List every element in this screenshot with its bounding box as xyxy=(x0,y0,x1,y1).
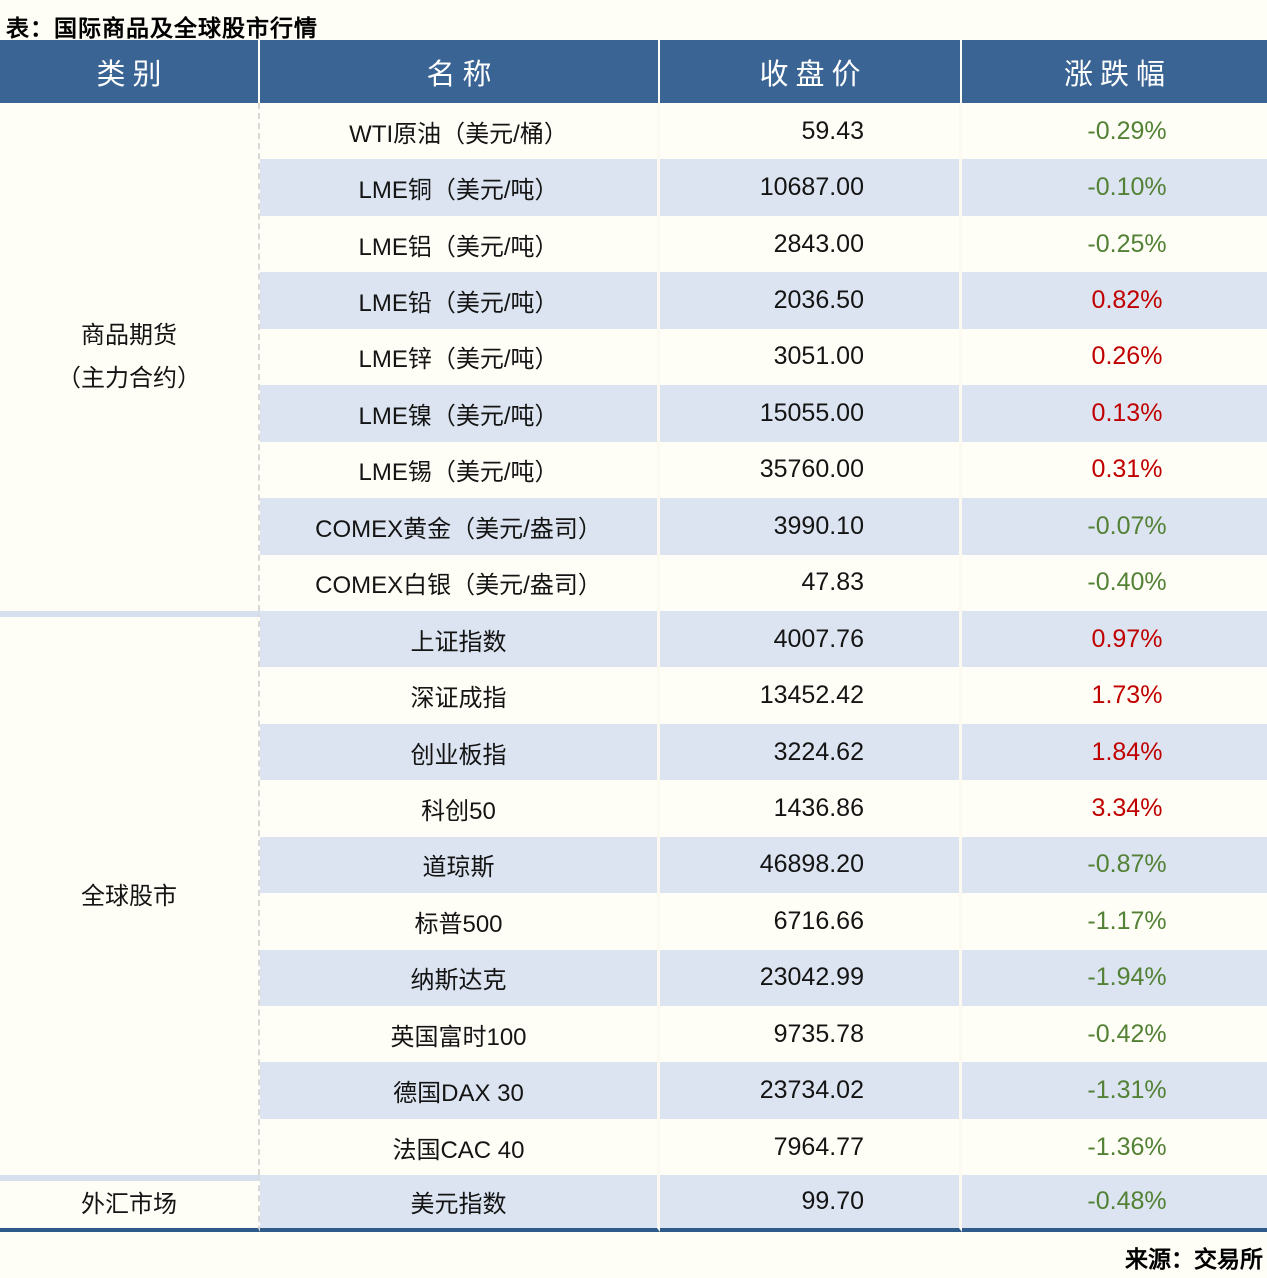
name-cell: 深证成指 xyxy=(260,667,660,724)
change-cell: 0.82% xyxy=(962,272,1267,329)
change-cell: -0.40% xyxy=(1087,568,1167,597)
table-row: LME锡（美元/吨） 35760.00 0.31% xyxy=(0,441,1267,499)
table-row: 外汇市场 美元指数 99.70 -0.48% xyxy=(0,1175,1267,1232)
change-cell: -1.36% xyxy=(1087,1132,1167,1161)
table-row: LME铅（美元/吨） 2036.50 0.82% xyxy=(0,272,1267,329)
table-row: LME镍（美元/吨） 15055.00 0.13% xyxy=(0,385,1267,442)
table-row: 德国DAX 30 23734.02 -1.31% xyxy=(0,1062,1267,1119)
name-cell: 英国富时100 xyxy=(260,1006,660,1063)
name-cell: LME锡（美元/吨） xyxy=(260,441,660,499)
table-title: 表：国际商品及全球股市行情 xyxy=(6,15,318,41)
close-cell: 6716.66 xyxy=(660,893,962,950)
name-cell: 法国CAC 40 xyxy=(260,1118,660,1176)
table-row: 科创50 1436.86 3.34% xyxy=(0,780,1267,837)
category-label: 商品期货 xyxy=(81,321,177,349)
close-cell: 23042.99 xyxy=(660,949,962,1006)
table-row: 法国CAC 40 7964.77 -1.36% xyxy=(0,1118,1267,1176)
table-row: LME锌（美元/吨） 3051.00 0.26% xyxy=(0,328,1267,386)
change-cell: -1.17% xyxy=(1087,906,1167,935)
change-cell: 3.34% xyxy=(1091,793,1163,822)
name-cell: 上证指数 xyxy=(260,610,660,668)
change-cell: -1.94% xyxy=(962,949,1267,1006)
table-body: 商品期货 （主力合约） WTI原油（美元/桶） 59.43 -0.29% LME铜（美元/… xyxy=(0,103,1267,1232)
name-cell: 科创50 xyxy=(260,780,660,837)
change-cell: -0.10% xyxy=(962,159,1267,216)
name-cell: 德国DAX 30 xyxy=(260,1062,660,1119)
close-cell: 15055.00 xyxy=(660,385,962,442)
change-cell: 0.31% xyxy=(1091,455,1163,484)
header-row: 类别 名称 收盘价 涨跌幅 xyxy=(0,40,1267,103)
close-cell: 2843.00 xyxy=(660,215,962,273)
close-cell: 1436.86 xyxy=(660,780,962,837)
close-cell: 3051.00 xyxy=(660,328,962,386)
close-cell: 4007.76 xyxy=(660,610,962,668)
table-row: 道琼斯 46898.20 -0.87% xyxy=(0,836,1267,894)
header-change: 涨跌幅 xyxy=(962,40,1267,103)
close-cell: 23734.02 xyxy=(660,1062,962,1119)
close-cell: 7964.77 xyxy=(660,1118,962,1176)
change-cell: -0.29% xyxy=(1087,116,1167,145)
table-row: 英国富时100 9735.78 -0.42% xyxy=(0,1006,1267,1063)
name-cell: 道琼斯 xyxy=(260,836,660,894)
name-cell: 标普500 xyxy=(260,893,660,950)
table-row: 标普500 6716.66 -1.17% xyxy=(0,893,1267,950)
close-cell: 2036.50 xyxy=(660,272,962,329)
close-cell: 10687.00 xyxy=(660,159,962,216)
table-row: LME铜（美元/吨） 10687.00 -0.10% xyxy=(0,159,1267,216)
category-cell: 商品期货 （主力合约） xyxy=(0,103,260,611)
quotes-table: 类别 名称 收盘价 涨跌幅 商品期货 （主力合约） WTI原油（美元/桶） 59.43… xyxy=(0,40,1267,1232)
close-cell: 46898.20 xyxy=(660,836,962,894)
header-category: 类别 xyxy=(0,40,260,103)
name-cell: WTI原油（美元/桶） xyxy=(260,103,660,160)
close-cell: 13452.42 xyxy=(660,667,962,724)
change-cell: -0.48% xyxy=(962,1175,1267,1232)
name-cell: LME锌（美元/吨） xyxy=(260,328,660,386)
change-cell: 0.13% xyxy=(962,385,1267,442)
table-row: 纳斯达克 23042.99 -1.94% xyxy=(0,949,1267,1006)
category-label: （主力合约） xyxy=(57,364,201,392)
change-cell: -0.87% xyxy=(962,836,1267,894)
close-cell: 59.43 xyxy=(660,103,962,160)
name-cell: 纳斯达克 xyxy=(260,949,660,1006)
close-cell: 35760.00 xyxy=(660,441,962,499)
table-header: 类别 名称 收盘价 涨跌幅 xyxy=(0,40,1267,103)
table-row: 商品期货 （主力合约） WTI原油（美元/桶） 59.43 -0.29% xyxy=(0,103,1267,611)
table-row: 全球股市 上证指数 4007.76 0.97% xyxy=(0,610,1267,1176)
source-caption: 来源：交易所 xyxy=(1125,1245,1263,1272)
category-cell: 全球股市 xyxy=(0,610,260,1176)
table-row: 创业板指 3224.62 1.84% xyxy=(0,723,1267,781)
table-row: COMEX白银（美元/盎司） 47.83 -0.40% xyxy=(0,554,1267,611)
change-cell: -0.07% xyxy=(962,498,1267,555)
header-name: 名称 xyxy=(260,40,660,103)
name-cell: 美元指数 xyxy=(260,1175,660,1232)
change-cell: 0.26% xyxy=(1091,342,1163,371)
change-cell: 1.73% xyxy=(1091,681,1163,710)
name-cell: 创业板指 xyxy=(260,723,660,781)
header-close: 收盘价 xyxy=(660,40,962,103)
change-cell: -1.31% xyxy=(962,1062,1267,1119)
name-cell: LME镍（美元/吨） xyxy=(260,385,660,442)
close-cell: 3990.10 xyxy=(660,498,962,555)
name-cell: COMEX黄金（美元/盎司） xyxy=(260,498,660,555)
name-cell: LME铅（美元/吨） xyxy=(260,272,660,329)
name-cell: LME铝（美元/吨） xyxy=(260,215,660,273)
name-cell: COMEX白银（美元/盎司） xyxy=(260,554,660,611)
close-cell: 99.70 xyxy=(660,1175,962,1232)
table-row: 深证成指 13452.42 1.73% xyxy=(0,667,1267,724)
change-cell: -0.42% xyxy=(1087,1019,1167,1048)
change-cell: 0.97% xyxy=(962,610,1267,668)
category-cell: 外汇市场 xyxy=(0,1175,260,1232)
close-cell: 3224.62 xyxy=(660,723,962,781)
change-cell: -0.25% xyxy=(1087,229,1167,258)
name-cell: LME铜（美元/吨） xyxy=(260,159,660,216)
table-row: COMEX黄金（美元/盎司） 3990.10 -0.07% xyxy=(0,498,1267,555)
table-row: LME铝（美元/吨） 2843.00 -0.25% xyxy=(0,215,1267,273)
close-cell: 47.83 xyxy=(660,554,962,611)
close-cell: 9735.78 xyxy=(660,1006,962,1063)
category-label: 全球股市 xyxy=(81,882,177,910)
change-cell: 1.84% xyxy=(962,723,1267,781)
category-label: 外汇市场 xyxy=(81,1190,177,1218)
